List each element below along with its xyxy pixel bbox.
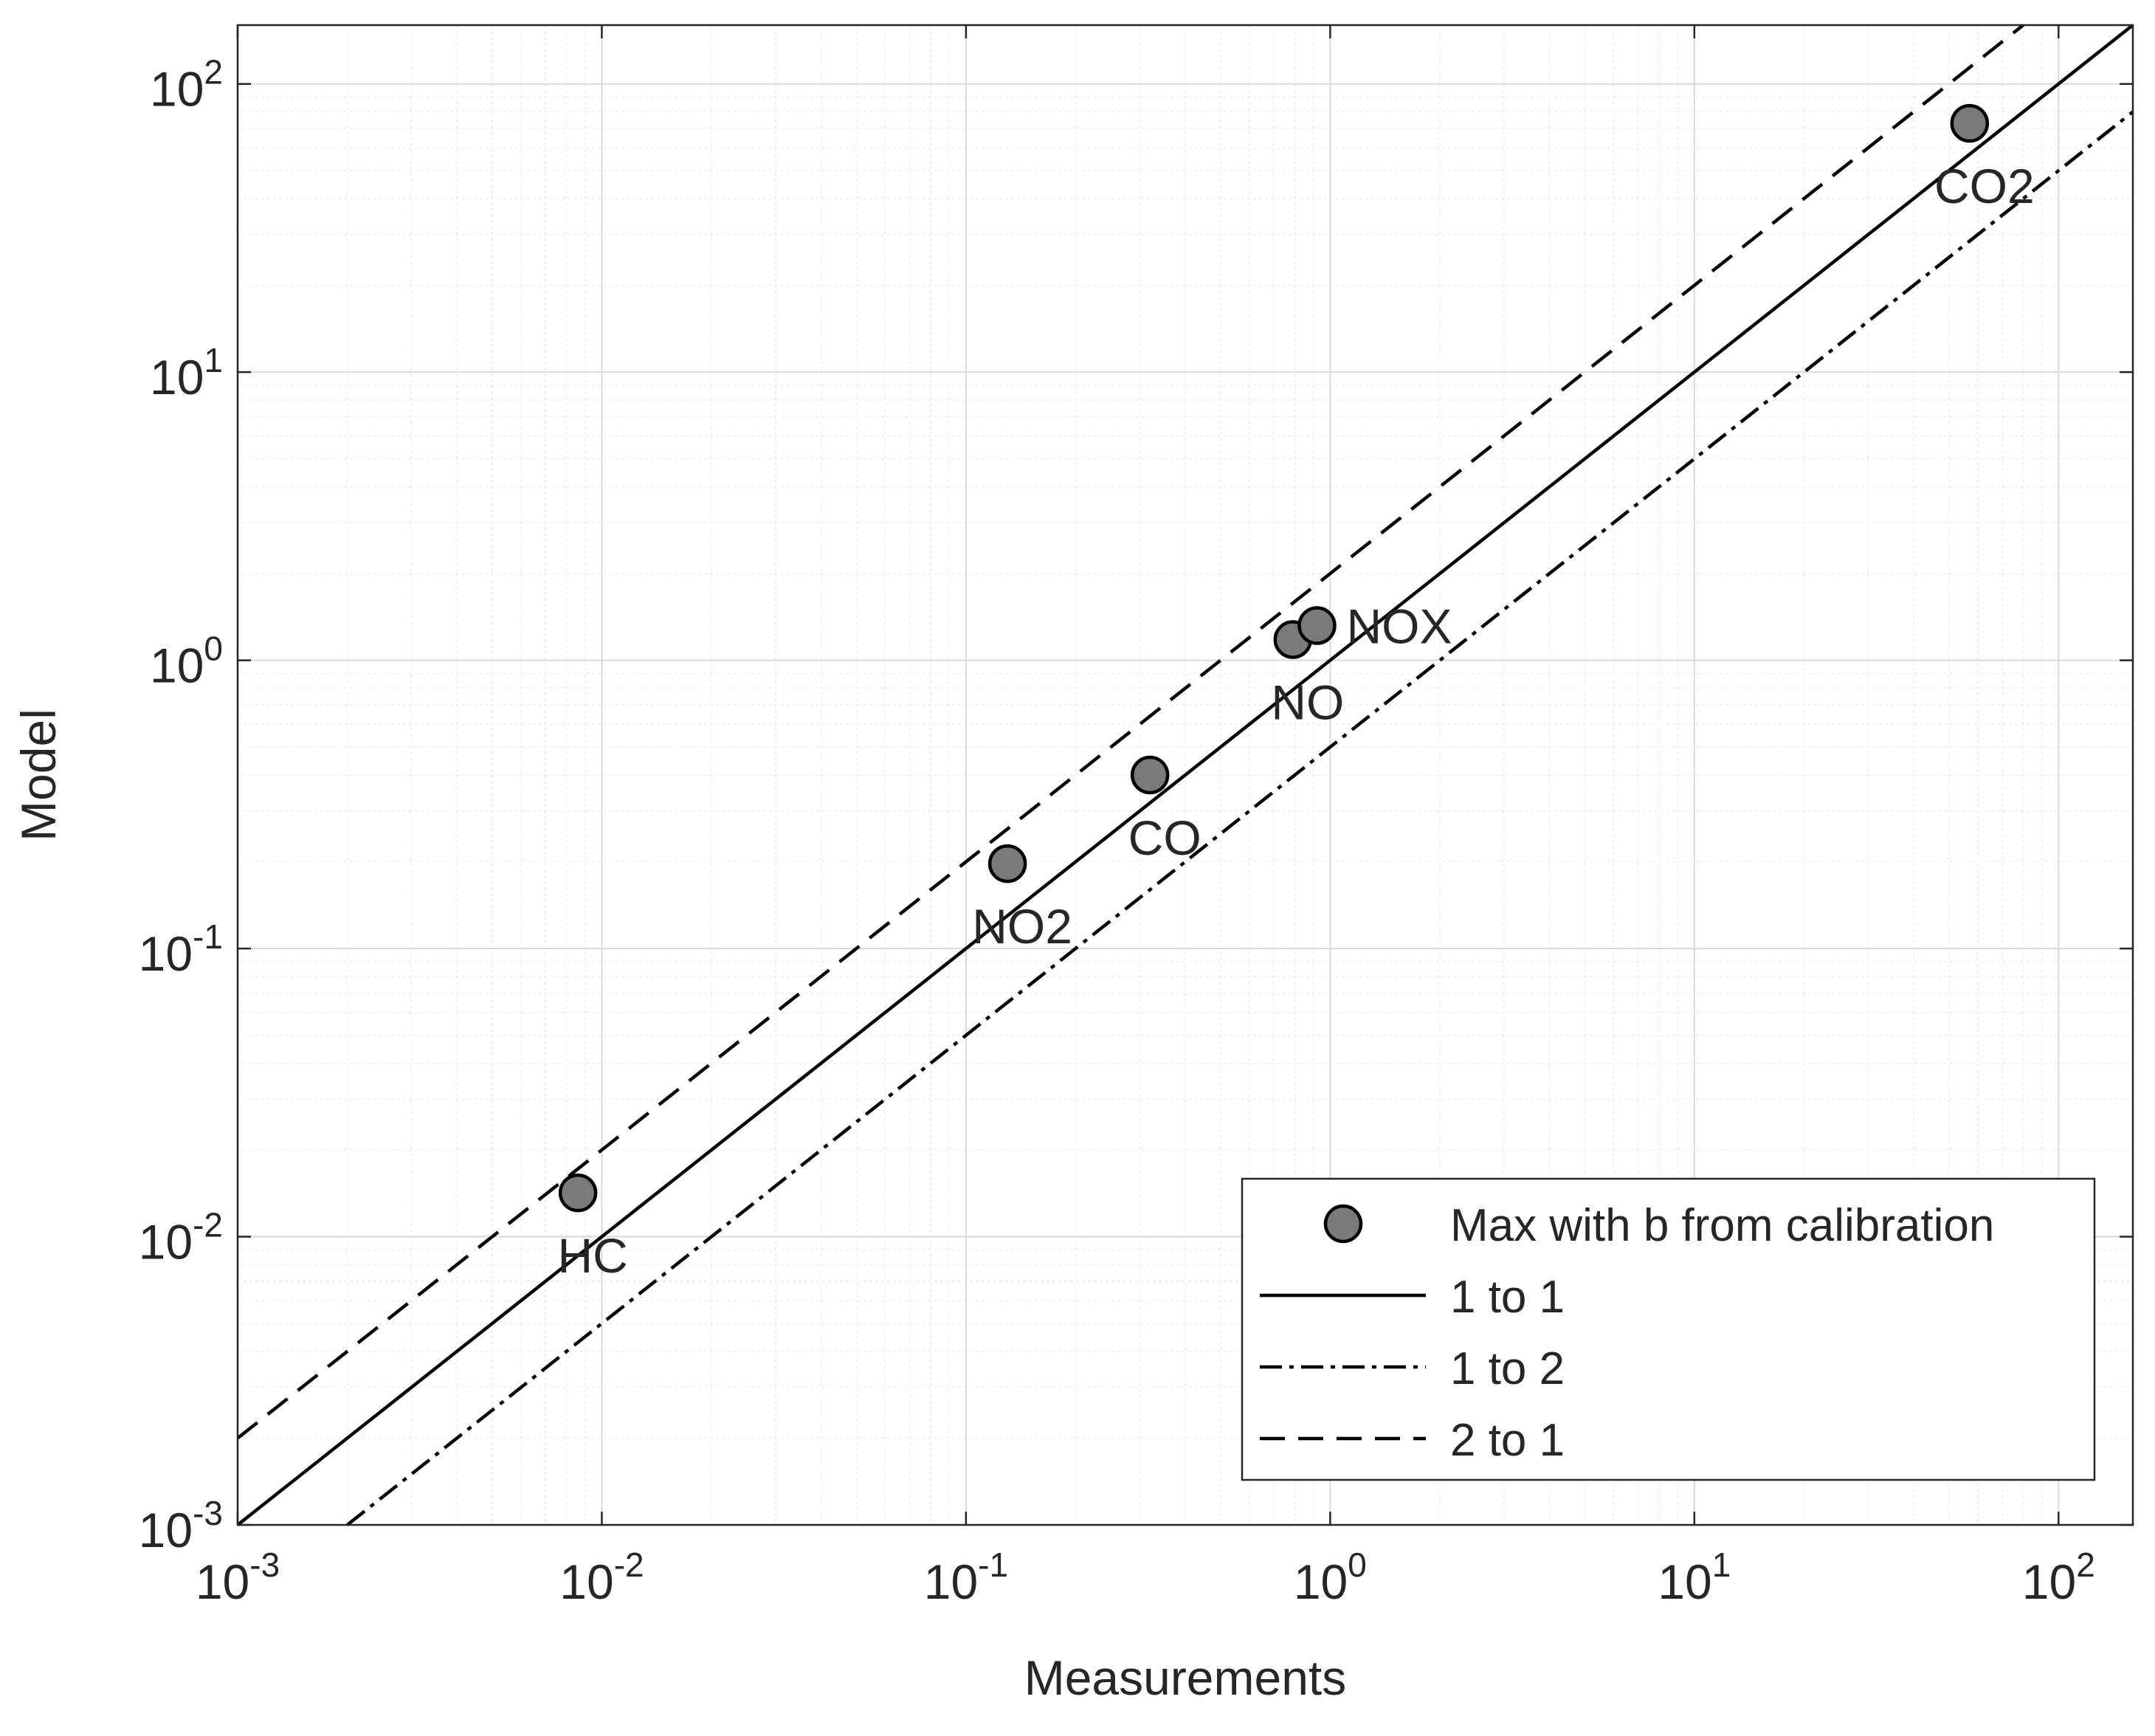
- point-label-no: NO: [1271, 675, 1344, 730]
- reference-line-solid: [236, 24, 2134, 1526]
- y-tick-exponent: -3: [193, 1494, 223, 1532]
- legend-label: 2 to 1: [1450, 1415, 1565, 1466]
- point-label-hc: HC: [557, 1228, 627, 1283]
- data-points: [558, 103, 1990, 1213]
- x-tick-exponent: -1: [978, 1546, 1008, 1584]
- y-tick-label: 102: [150, 53, 223, 117]
- x-axis-label: Measurements: [1024, 1650, 1347, 1705]
- x-tick-label: 10-3: [196, 1546, 280, 1609]
- x-tick-exponent: -3: [249, 1546, 280, 1584]
- y-tick-base: 10: [150, 638, 204, 693]
- reference-lines: [236, 24, 2134, 1526]
- point-label-co2: CO2: [1934, 159, 2035, 213]
- y-tick-base: 10: [139, 926, 193, 981]
- x-tick-base: 10: [559, 1554, 613, 1609]
- x-tick-base: 10: [1658, 1554, 1711, 1609]
- plot-frame: [236, 24, 2134, 1526]
- y-tick-exponent: -2: [193, 1206, 223, 1244]
- y-tick-base: 10: [150, 350, 204, 404]
- point-label-nox: NOX: [1346, 599, 1452, 654]
- x-tick-label: 10-2: [559, 1546, 644, 1609]
- x-tick-label: 101: [1658, 1546, 1731, 1609]
- y-tick-base: 10: [139, 1503, 193, 1557]
- y-tick-base: 10: [139, 1215, 193, 1270]
- x-tick-label: 100: [1294, 1546, 1367, 1609]
- x-tick-label: 10-1: [924, 1546, 1008, 1609]
- legend-marker: [1323, 1204, 1363, 1244]
- minor-grid: [238, 25, 2133, 1525]
- legend-label: 1 to 1: [1450, 1272, 1565, 1323]
- y-tick-label: 101: [150, 341, 223, 404]
- reference-line-dashdot: [346, 110, 2134, 1526]
- point-label-no2: NO2: [972, 899, 1072, 954]
- y-tick-label: 10-2: [139, 1206, 223, 1270]
- y-tick-label: 10-1: [139, 917, 223, 981]
- y-tick-label: 100: [150, 630, 223, 693]
- y-tick-exponent: 0: [204, 630, 223, 668]
- x-tick-exponent: 1: [1712, 1546, 1731, 1584]
- x-tick-base: 10: [196, 1554, 249, 1609]
- x-tick-exponent: 2: [2076, 1546, 2095, 1584]
- x-tick-exponent: 0: [1348, 1546, 1367, 1584]
- legend-box: [1241, 1177, 2096, 1481]
- y-tick-exponent: -1: [193, 917, 223, 956]
- x-tick-exponent: -2: [614, 1546, 644, 1584]
- data-point-nox: [1297, 606, 1337, 645]
- data-point-no2: [987, 844, 1027, 884]
- x-axis-ticks: 10-3 10-2 10-1 100 101 102: [196, 25, 2095, 1609]
- data-point-hc: [558, 1173, 598, 1213]
- data-point-co: [1130, 755, 1170, 795]
- reference-line-dashed: [236, 24, 2024, 1440]
- legend: Max with b from calibration 1 to 1 1 to 2 2…: [1241, 1177, 2096, 1481]
- y-tick-exponent: 1: [204, 341, 223, 379]
- y-tick-exponent: 2: [204, 53, 223, 92]
- x-tick-base: 10: [924, 1554, 978, 1609]
- y-tick-label: 10-3: [139, 1494, 223, 1557]
- data-point-co2: [1950, 103, 1990, 143]
- x-tick-base: 10: [1294, 1554, 1348, 1609]
- x-tick-label: 102: [2022, 1546, 2095, 1609]
- y-tick-base: 10: [150, 62, 204, 117]
- legend-label: Max with b from calibration: [1450, 1200, 1994, 1251]
- legend-label: 1 to 2: [1450, 1343, 1565, 1394]
- point-label-co: CO: [1128, 810, 1201, 865]
- x-tick-base: 10: [2022, 1554, 2076, 1609]
- y-axis-label: Model: [11, 709, 66, 841]
